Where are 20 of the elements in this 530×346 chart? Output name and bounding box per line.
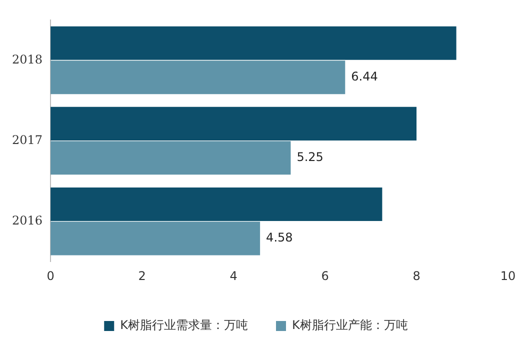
x-tick-label: 6 — [321, 268, 329, 283]
legend-label: K树脂行业产能：万吨 — [292, 318, 408, 332]
y-tick-label: 2016 — [12, 213, 43, 228]
data-label: 4.58 — [266, 230, 293, 245]
data-label: 6.44 — [351, 70, 378, 84]
y-tick-label: 2017 — [12, 132, 43, 147]
bar — [50, 26, 456, 60]
bar — [50, 187, 382, 221]
x-tick-label: 0 — [46, 268, 54, 283]
bar — [50, 141, 291, 175]
x-tick-label: 2 — [138, 268, 146, 283]
bar — [50, 106, 417, 140]
x-tick-label: 8 — [412, 268, 420, 283]
data-label: 5.25 — [296, 150, 324, 164]
bar — [50, 222, 260, 256]
y-tick-label: 2018 — [12, 52, 43, 66]
x-tick-label: 10 — [500, 268, 516, 283]
bar — [50, 60, 346, 94]
legend-label: K树脂行业需求量：万吨 — [120, 318, 248, 332]
x-tick-label: 4 — [230, 268, 238, 283]
